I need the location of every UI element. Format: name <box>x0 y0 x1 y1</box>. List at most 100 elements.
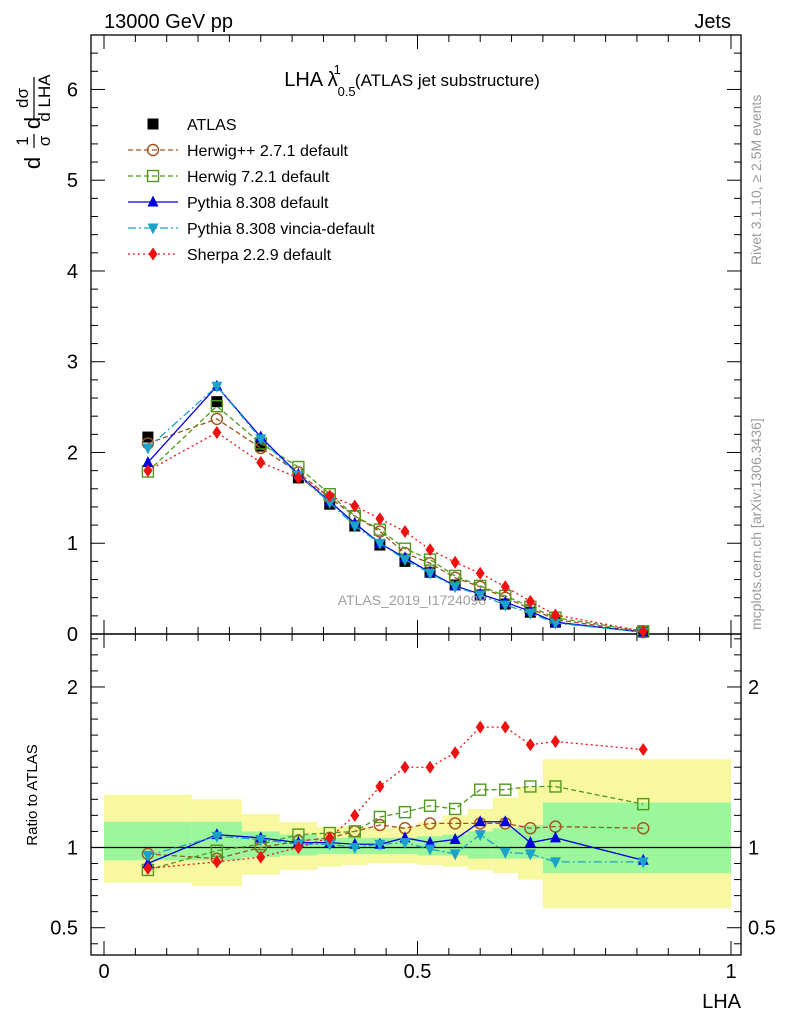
ratio-point-sherpa <box>500 720 510 734</box>
ratio-point-herwigpp <box>524 822 537 835</box>
main-point-atlas <box>255 440 267 452</box>
ratio-point-sherpa <box>293 840 303 854</box>
legend-marker <box>146 169 160 183</box>
main-point-herwigpp <box>210 412 224 426</box>
main-point-sherpa <box>143 464 153 478</box>
ratio-point-vincia <box>637 857 649 869</box>
main-point-vincia <box>549 618 561 630</box>
ratio-y-tick-label: 1 <box>67 837 78 859</box>
legend-marker <box>148 247 158 261</box>
ratio-point-herwig7 <box>423 799 437 812</box>
ratio-point-sherpa <box>425 760 435 774</box>
ylabel-prefix-2: d <box>20 117 45 129</box>
legend-marker <box>146 143 160 157</box>
legend-label: ATLAS <box>187 117 237 134</box>
ratio-point-herwig7 <box>524 780 537 793</box>
ratio-point-pythia <box>499 815 511 827</box>
legend-item-herwig7: Herwig 7.2.1 default <box>128 169 330 186</box>
ratio-point-herwigpp <box>423 817 437 830</box>
main-point-sherpa <box>212 426 222 440</box>
ratio-y-tick-label-right: 0.5 <box>748 918 776 940</box>
ratio-y-tick-label-right: 1 <box>748 837 759 859</box>
legend-item-sherpa: Sherpa 2.2.9 default <box>128 247 332 264</box>
ratio-point-sherpa <box>638 743 648 757</box>
main-point-sherpa <box>350 499 360 513</box>
ratio-point-sherpa <box>143 861 153 875</box>
ratio-y-tick-label: 2 <box>67 677 78 699</box>
main-point-sherpa <box>400 524 410 538</box>
main-point-sherpa <box>500 580 510 594</box>
ratio-point-herwigpp <box>373 818 387 832</box>
y-tick-label: 3 <box>67 352 78 374</box>
main-point-vincia <box>374 538 386 550</box>
y-tick-label: 6 <box>67 79 78 101</box>
y-tick-label: 1 <box>67 533 78 555</box>
ratio-point-sherpa <box>350 808 360 822</box>
ratio-point-herwig7 <box>373 810 387 824</box>
main-point-vincia <box>324 497 336 509</box>
ratio-point-sherpa <box>212 855 222 869</box>
main-point-atlas <box>142 431 154 443</box>
ratio-point-herwig7 <box>637 797 650 811</box>
ratio-point-vincia <box>142 850 154 862</box>
main-point-herwig7 <box>210 399 224 413</box>
legend-item-herwigpp: Herwig++ 2.7.1 default <box>128 143 349 160</box>
main-point-pythia <box>142 455 154 467</box>
legend-label: Pythia 8.308 vincia-default <box>187 221 375 238</box>
ratio-point-herwig7 <box>474 783 487 796</box>
y-tick-label: 5 <box>67 170 78 192</box>
header-left: 13000 GeV pp <box>104 11 233 33</box>
legend-label: Pythia 8.308 default <box>187 195 329 212</box>
ratio-point-pythia <box>549 831 561 843</box>
x-axis-label: LHA <box>702 991 742 1013</box>
ratio-point-vincia <box>499 847 511 859</box>
main-ylabel: d 1 σ d dσ d LHA <box>13 74 54 169</box>
legend-label: Herwig 7.2.1 default <box>187 169 330 186</box>
main-series-vincia <box>142 381 649 639</box>
legend-label: Sherpa 2.2.9 default <box>187 247 332 264</box>
ratio-point-sherpa <box>400 760 410 774</box>
main-title: LHA λ0.51(ATLAS jet substructure) <box>284 62 540 99</box>
ratio-point-herwig7 <box>398 805 412 819</box>
ratio-panel-series <box>141 720 650 877</box>
y-tick-label: 2 <box>67 442 78 464</box>
main-series-sherpa <box>143 426 648 638</box>
ratio-point-sherpa <box>550 735 560 749</box>
ratio-point-herwigpp <box>448 817 462 830</box>
main-panel-series <box>141 379 650 639</box>
legend-marker <box>147 195 159 207</box>
ratio-point-vincia <box>399 838 411 850</box>
ratio-point-pythia <box>474 815 486 827</box>
main-point-sherpa <box>638 624 648 638</box>
main-point-sherpa <box>293 471 303 485</box>
ratio-point-sherpa <box>525 738 535 752</box>
ratio-point-vincia <box>424 844 436 856</box>
main-point-vincia <box>399 555 411 567</box>
ratio-point-vincia <box>324 839 336 851</box>
main-point-sherpa <box>450 555 460 569</box>
ratio-point-pythia <box>449 832 461 844</box>
ratio-point-sherpa <box>450 746 460 760</box>
watermark: ATLAS_2019_I1724098 <box>338 592 487 608</box>
legend-marker <box>147 118 159 130</box>
ratio-line-sherpa <box>147 726 644 869</box>
main-point-vincia <box>474 590 486 602</box>
ylabel-frac-top: 1 <box>13 136 32 145</box>
main-point-sherpa <box>550 608 560 622</box>
ratio-frame <box>90 633 742 956</box>
x-tick-label: 1 <box>725 961 736 983</box>
ratio-uncertainty-bands <box>104 759 731 909</box>
main-point-vincia <box>449 582 461 594</box>
ratio-point-vincia <box>474 830 486 842</box>
ratio-point-vincia <box>255 834 267 846</box>
ratio-point-pythia <box>424 836 436 848</box>
ratio-y-tick-label: 0.5 <box>50 918 78 940</box>
ratio-point-herwig7 <box>348 825 361 838</box>
main-line-vincia <box>147 385 644 633</box>
main-point-sherpa <box>375 512 385 526</box>
ylabel-frac-bottom: σ <box>35 135 54 146</box>
main-point-atlas <box>211 396 223 408</box>
ratio-point-pythia <box>524 836 536 848</box>
ratio-point-herwig7 <box>448 802 462 816</box>
